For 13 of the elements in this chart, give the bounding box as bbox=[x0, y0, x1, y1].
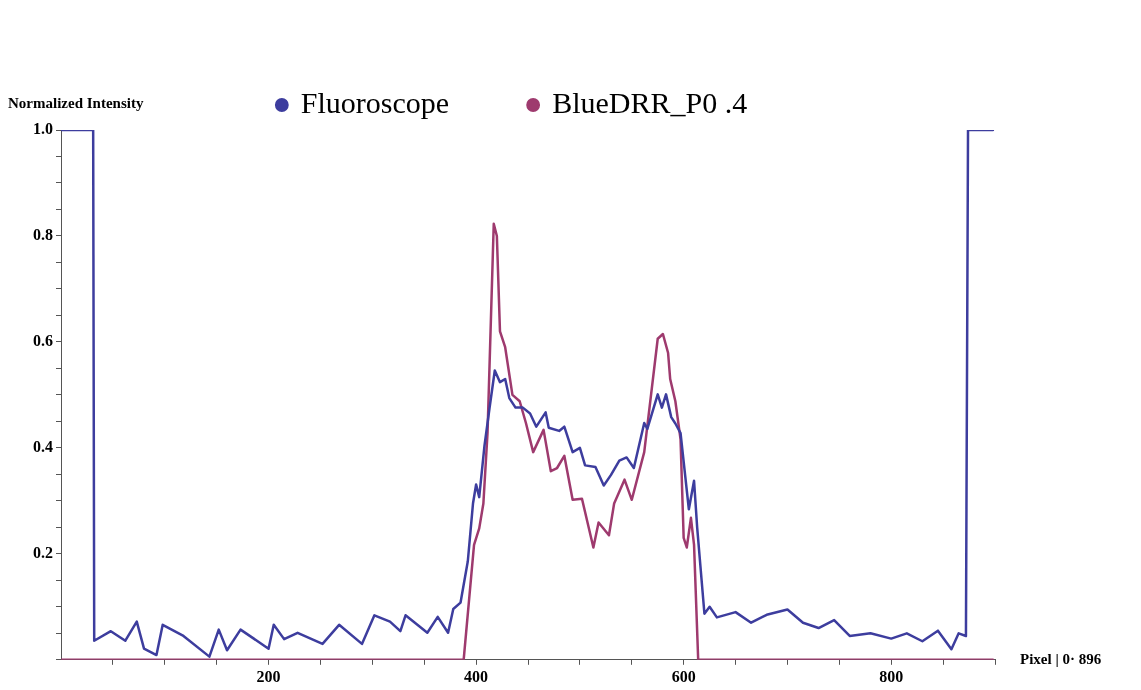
y-tick-label: 0.8 bbox=[33, 226, 53, 244]
y-tick-label: 1.0 bbox=[33, 120, 53, 138]
legend-label: BlueDRR_P0 .4 bbox=[552, 85, 748, 119]
x-tick-label: 200 bbox=[256, 667, 281, 685]
x-tick-label: 800 bbox=[879, 667, 904, 685]
y-tick-label: 0.4 bbox=[33, 438, 53, 456]
x-axis-title: Pixel | 0· 896 bbox=[1020, 650, 1102, 667]
y-tick-label: 0.2 bbox=[33, 543, 53, 561]
legend-label: Fluoroscope bbox=[300, 85, 450, 119]
y-tick-label: 0.6 bbox=[33, 332, 53, 350]
y-axis-title: Normalized Intensity bbox=[8, 95, 144, 112]
x-tick-label: 600 bbox=[671, 667, 696, 685]
x-tick-label: 400 bbox=[464, 667, 489, 685]
